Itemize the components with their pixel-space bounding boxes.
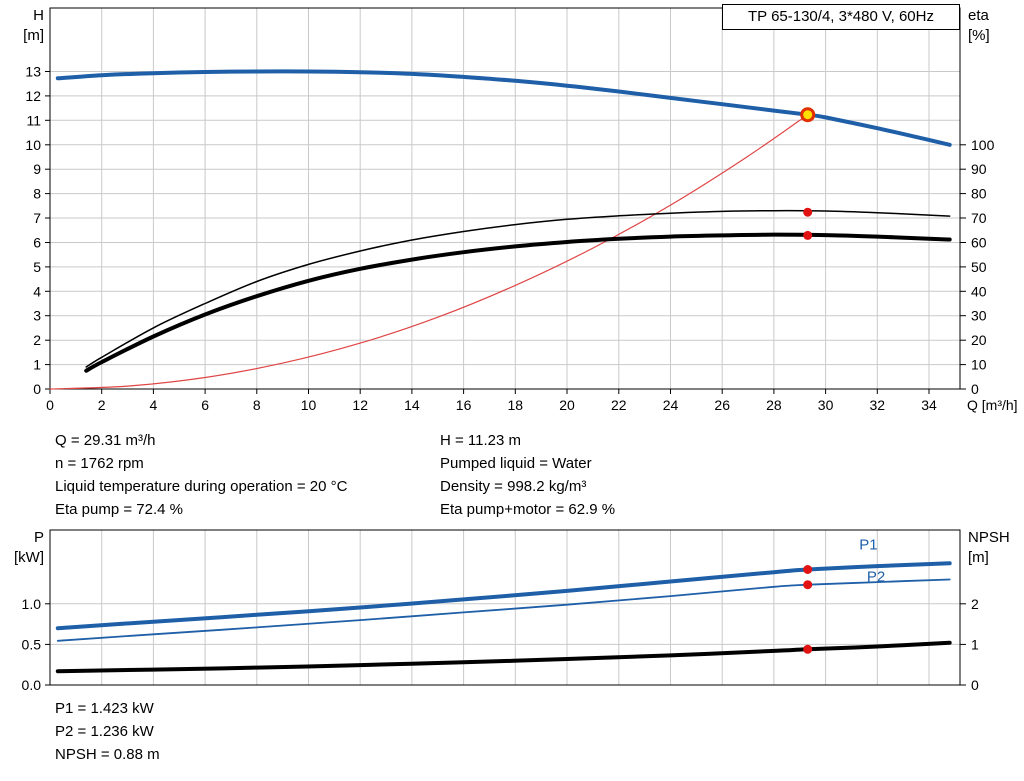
value-marker [803,580,813,590]
y-left-tick-label: 1 [33,357,41,373]
value-marker [803,565,813,574]
y-left-tick-label: 0.0 [22,677,42,693]
y-left-tick-label: 12 [25,88,41,104]
power-results-column: P1 = 1.423 kW P2 = 1.236 kW NPSH = 0.88 … [55,697,160,766]
result-head: H = 11.23 m [440,432,522,449]
curve-system-curve [49,114,809,390]
x-axis-label: Q [m³/h] [967,397,1018,413]
x-tick-label: 10 [301,397,317,413]
y-left-tick-label: 2 [33,332,41,348]
x-tick-label: 26 [714,397,730,413]
y-left-axis-label: P [34,529,44,546]
value-marker [803,230,813,240]
duty-point-marker [800,107,816,123]
x-tick-label: 28 [766,397,782,413]
power-npsh-chart: 0.0 0.5 1.0 0 1 2 P [kW] NPSH [m] P1 P2 [14,529,1010,693]
x-tick-label: 0 [46,397,54,413]
curve-eta-pump-motor [84,232,952,373]
value-marker [803,644,813,654]
y-left-axis-label: [m] [23,27,44,44]
y-left-tick-label: 0 [33,381,41,397]
y-right-tick-label: 1 [971,636,979,652]
y-right-tick-label: 50 [971,259,987,275]
y-right-tick-label: 100 [971,137,995,153]
result-p1: P1 = 1.423 kW [55,700,154,717]
curve-NPSH-curve [55,640,952,674]
y-left-tick-label: 10 [25,137,41,153]
result-eta-pump: Eta pump = 72.4 % [55,501,183,518]
x-tick-label: 14 [404,397,420,413]
y-left-tick-label: 9 [33,161,41,177]
y-right-axis-label: NPSH [968,529,1010,546]
result-pumped-liquid: Pumped liquid = Water [440,455,592,472]
y-right-tick-label: 80 [971,186,987,202]
x-tick-label: 12 [352,397,368,413]
y-left-tick-label: 11 [26,112,41,128]
x-tick-label: 18 [508,397,524,413]
y-right-tick-label: 60 [971,235,987,251]
y-left-tick-label: 0.5 [22,636,42,652]
y-right-tick-label: 90 [971,161,987,177]
y-left-tick-label: 6 [33,235,41,251]
y-right-tick-label: 30 [971,308,987,324]
y-right-tick-label: 40 [971,283,987,299]
value-marker [803,207,813,217]
y-left-tick-label: 7 [33,210,41,226]
y-right-axis-label: eta [968,7,990,24]
y-right-tick-label: 2 [971,596,979,612]
y-left-tick-label: 8 [33,186,41,202]
result-flow: Q = 29.31 m³/h [55,432,156,449]
result-liquid-temperature: Liquid temperature during operation = 20… [55,478,348,495]
x-tick-label: 24 [663,397,679,413]
result-p2: P2 = 1.236 kW [55,723,154,740]
x-tick-label: 30 [818,397,834,413]
y-right-tick-label: 10 [971,357,987,373]
x-tick-label: 20 [559,397,575,413]
curve-P2-curve [56,578,951,642]
x-tick-label: 8 [253,397,261,413]
y-left-axis-label: [kW] [14,549,44,566]
x-tick-label: 16 [456,397,472,413]
y-left-tick-label: 4 [33,283,41,299]
x-tick-label: 34 [921,397,937,413]
x-tick-label: 22 [611,397,627,413]
y-right-tick-label: 0 [971,381,979,397]
duty-results-right-column: H = 11.23 m Pumped liquid = Water Densit… [440,429,615,521]
pump-designation-box: TP 65-130/4, 3*480 V, 60Hz [722,4,960,30]
curve-label-P1: P1 [859,537,877,554]
y-left-tick-label: 5 [33,259,41,275]
result-npsh: NPSH = 0.88 m [55,746,160,763]
curve-eta-pump [85,209,951,368]
y-right-tick-label: 70 [971,210,987,226]
head-efficiency-chart: 0 2 4 6 8 10 12 14 16 18 20 22 24 26 28 30 32 34 Q [m³/h]0… [23,7,1017,413]
x-tick-label: 32 [870,397,886,413]
y-left-axis-label: H [33,7,44,24]
y-left-tick-label: 1.0 [22,596,42,612]
curve-label-P2: P2 [867,568,885,585]
y-left-tick-label: 13 [25,64,41,80]
result-density: Density = 998.2 kg/m³ [440,478,587,495]
x-tick-label: 6 [201,397,209,413]
y-right-axis-label: [%] [968,27,990,44]
y-right-axis-label: [m] [968,549,989,566]
curve-P1-curve [55,561,952,631]
x-tick-label: 4 [150,397,158,413]
plot-border [49,7,961,390]
curve-H-curve [55,69,952,147]
y-left-tick-label: 3 [33,308,41,324]
result-eta-pump-motor: Eta pump+motor = 62.9 % [440,501,616,518]
result-speed: n = 1762 rpm [55,455,144,472]
duty-results-left-column: Q = 29.31 m³/h n = 1762 rpm Liquid tempe… [55,429,347,521]
y-right-tick-label: 0 [971,677,979,693]
y-right-tick-label: 20 [971,332,987,348]
x-tick-label: 2 [98,397,106,413]
plot-border [49,529,961,686]
